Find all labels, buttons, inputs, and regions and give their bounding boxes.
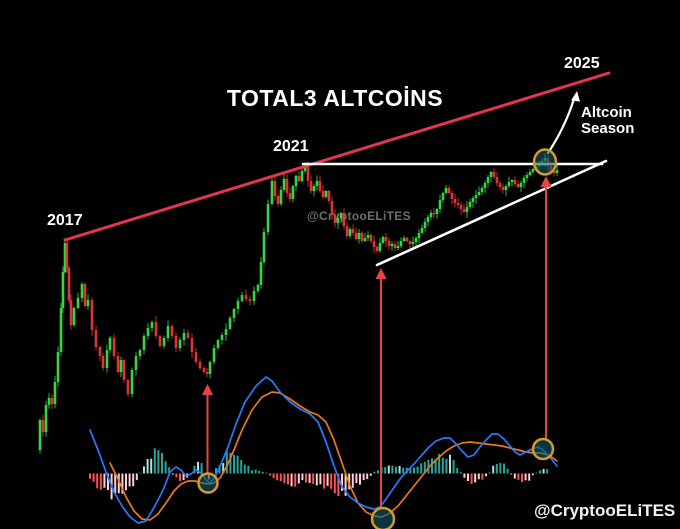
highlight-circles [197,148,558,529]
label-2017: 2017 [47,212,83,229]
macd-signal-line [109,391,558,521]
chart-title: TOTAL3 ALTCOİNS [226,85,444,111]
rising-resistance-2017-2025 [63,71,611,242]
macd-lines [89,376,558,524]
altcoin-season-line1: Altcoin [581,104,632,121]
macd-cross-2019 [197,472,219,494]
altcoin-season-arrowhead [571,91,580,102]
altcoin-season-arrow [546,91,580,155]
ascending-support [375,159,608,267]
altcoin-season-line2: Season [581,120,635,137]
macd-main-line [89,376,558,524]
macd-cross-2024 [531,437,555,461]
altcoin-season-label: Altcoin Season [581,105,634,137]
label-2025: 2025 [564,55,600,72]
label-2021: 2021 [273,138,309,155]
watermark-bottom-right: @CryptooELiTES [534,501,676,520]
macd-histogram [89,448,549,500]
macd-to-price-2019-arrowhead [202,384,213,395]
macd-to-price-2024-arrowhead [540,176,552,187]
breakout-circle [532,148,558,176]
macd-to-price-2022-arrowhead [375,268,387,279]
macd-cross-2022 [370,506,396,529]
vertical-arrows [202,176,552,509]
candles [38,153,559,454]
